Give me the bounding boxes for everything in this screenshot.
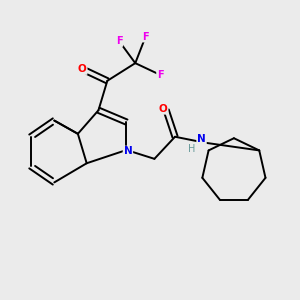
Text: F: F bbox=[116, 36, 122, 46]
Text: N: N bbox=[197, 134, 206, 144]
Text: H: H bbox=[188, 143, 196, 154]
Text: N: N bbox=[124, 146, 132, 157]
Text: O: O bbox=[159, 104, 168, 114]
Text: F: F bbox=[142, 32, 149, 42]
Text: F: F bbox=[157, 70, 164, 80]
Text: O: O bbox=[78, 64, 87, 74]
